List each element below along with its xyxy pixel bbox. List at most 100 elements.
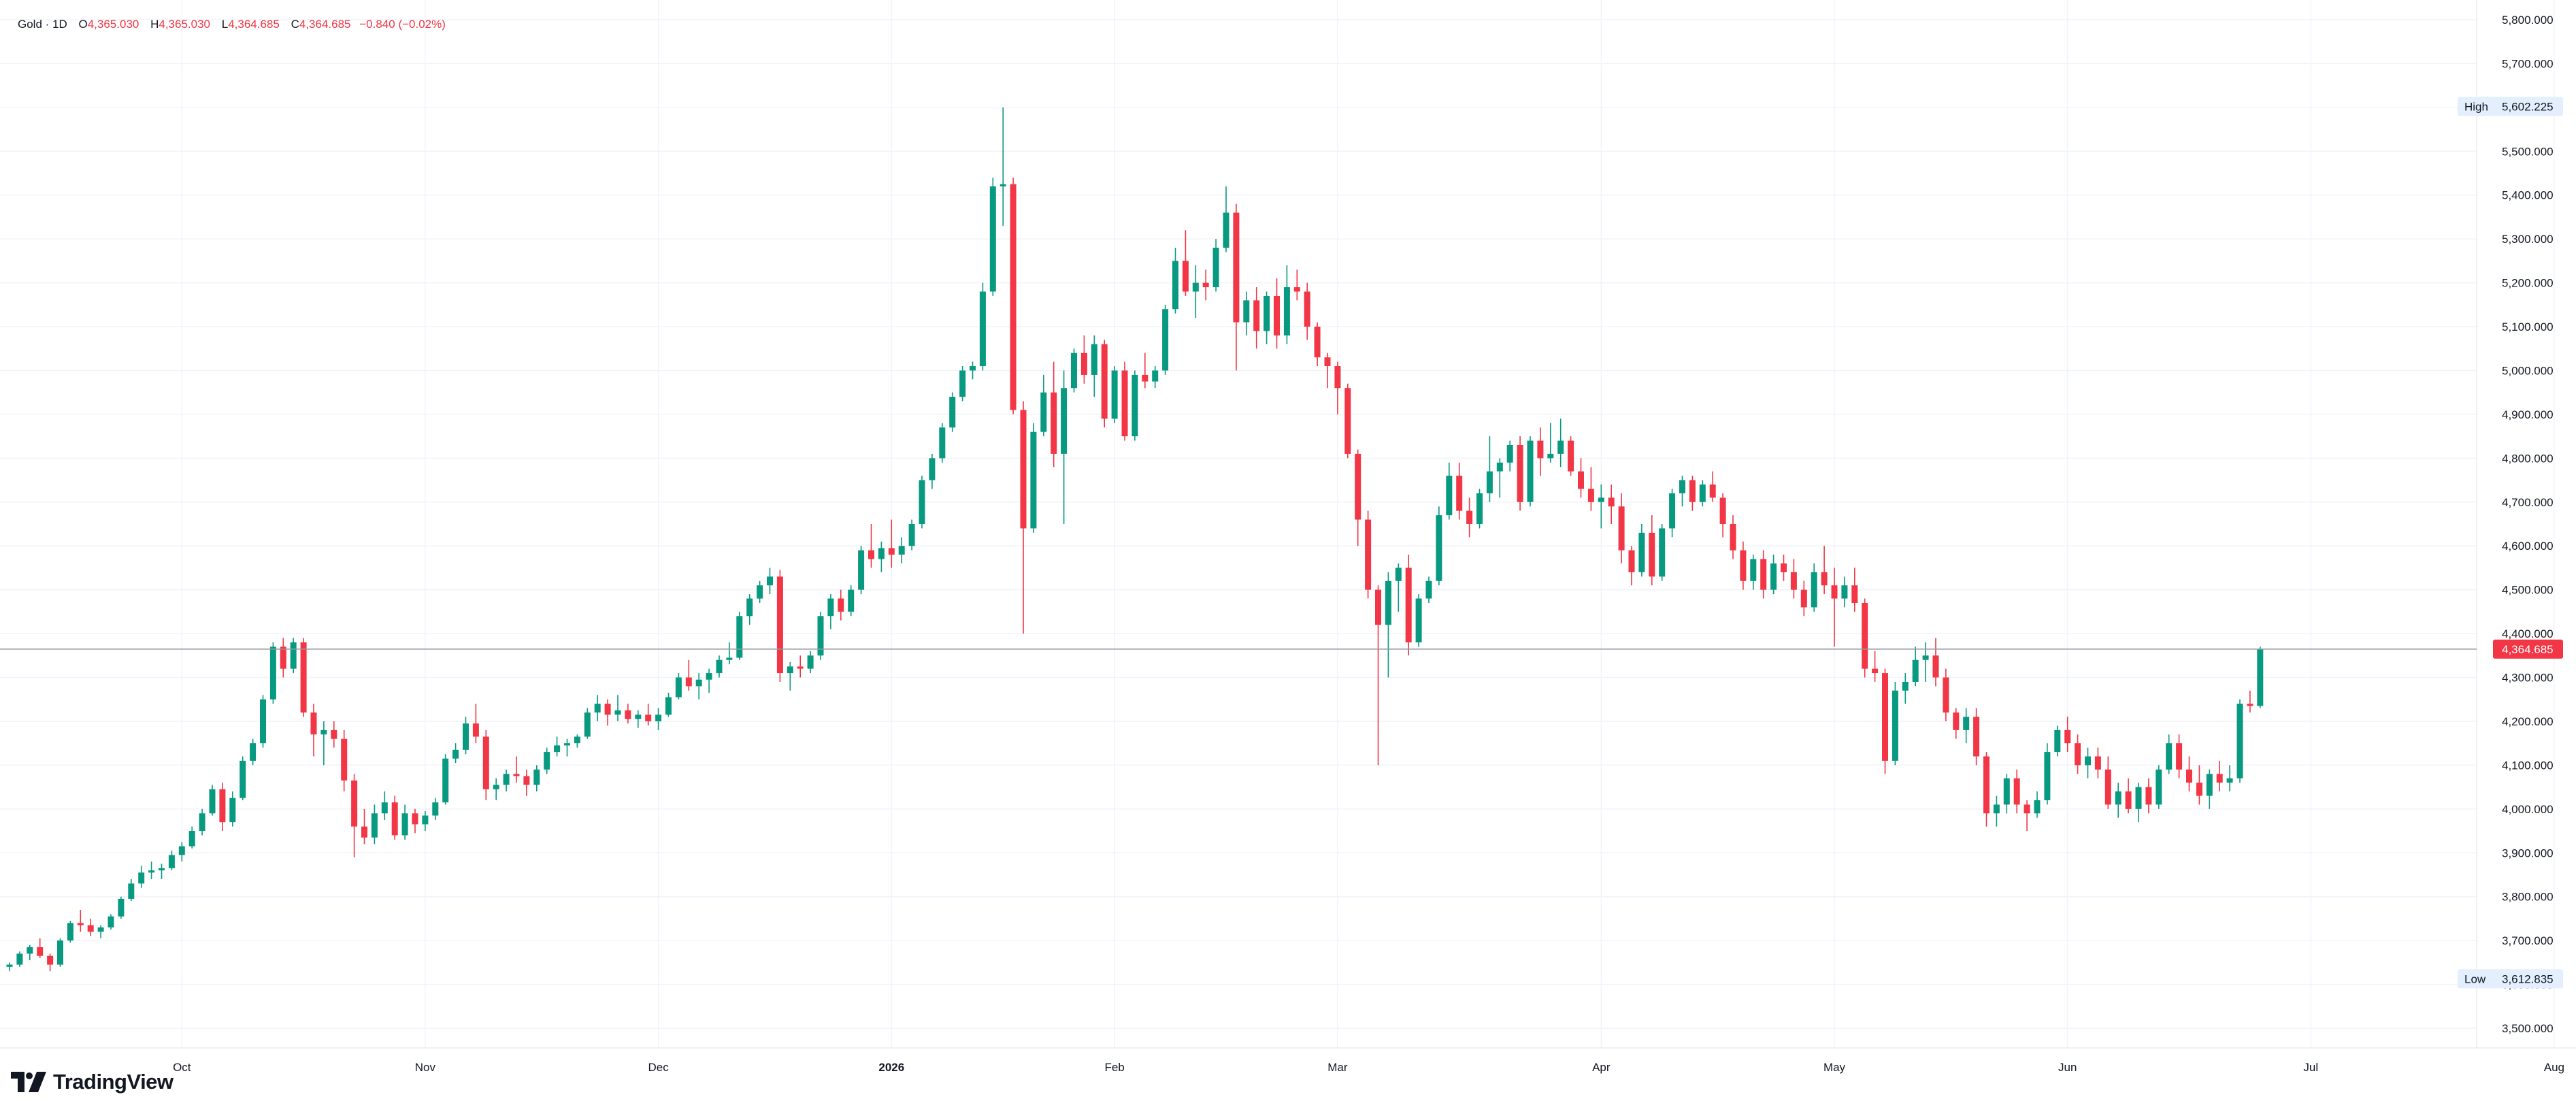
candle-body xyxy=(898,546,905,555)
candle-body xyxy=(16,953,23,965)
candle xyxy=(2034,791,2041,818)
candle-body xyxy=(523,776,530,785)
candle xyxy=(1659,524,1666,581)
candle-body xyxy=(1730,524,1736,551)
candle xyxy=(1862,598,1868,678)
candle xyxy=(1568,436,1574,476)
candle xyxy=(87,918,94,936)
time-tick-label: Apr xyxy=(1592,1061,1611,1074)
candle xyxy=(695,673,702,700)
candle-body xyxy=(1243,300,1250,323)
last-price-label: 4,364.685 xyxy=(2502,643,2554,656)
candle xyxy=(2257,646,2264,708)
candle-body xyxy=(655,715,662,721)
candle xyxy=(1730,515,1736,559)
candle xyxy=(463,717,469,755)
candle xyxy=(2104,756,2111,809)
candle xyxy=(1628,546,1635,586)
candle-body xyxy=(827,598,834,617)
candle xyxy=(1699,480,1706,507)
candle xyxy=(838,589,844,621)
candle xyxy=(848,585,855,617)
time-tick-label: Dec xyxy=(648,1061,669,1074)
candle-body xyxy=(2226,778,2233,783)
candle xyxy=(939,423,946,463)
candle-body xyxy=(280,646,286,669)
candle-body xyxy=(1750,559,1757,581)
candle xyxy=(269,642,276,704)
candle-body xyxy=(2104,769,2111,805)
price-tick-label: 3,700.000 xyxy=(2502,934,2554,947)
candle-body xyxy=(970,366,976,371)
candle-body xyxy=(1679,480,1685,493)
time-tick-label: 2026 xyxy=(878,1061,904,1074)
candle-body xyxy=(1293,287,1300,292)
candle xyxy=(503,769,510,792)
candle-body xyxy=(584,712,591,737)
candle xyxy=(1557,419,1564,467)
candle-body xyxy=(463,723,469,750)
tradingview-logo[interactable]: TradingView xyxy=(11,1067,174,1097)
candle xyxy=(675,673,682,700)
candle-body xyxy=(1436,515,1442,581)
candle xyxy=(2226,765,2233,792)
candle-body xyxy=(716,659,723,674)
candle-body xyxy=(695,679,702,687)
symbol-label[interactable]: Gold · 1D xyxy=(18,18,67,31)
candle-body xyxy=(1953,712,1960,730)
candle xyxy=(320,721,327,766)
candle xyxy=(2044,743,2051,805)
candle-body xyxy=(1425,580,1432,599)
candle xyxy=(776,570,783,682)
candle-body xyxy=(888,548,895,555)
candle-body xyxy=(37,947,44,956)
price-tick-label: 5,200.000 xyxy=(2502,277,2554,290)
candle xyxy=(604,699,611,726)
candle xyxy=(1152,366,1159,389)
candle-body xyxy=(1283,287,1290,335)
candle xyxy=(554,736,561,757)
candle xyxy=(1091,335,1097,397)
candle xyxy=(1264,291,1270,344)
high-marker: High 5,602.225 xyxy=(2458,97,2563,116)
marker-value: 3,612.835 xyxy=(2502,972,2554,985)
candle-body xyxy=(1841,585,1848,599)
price-tick-label: 4,700.000 xyxy=(2502,496,2554,509)
candle-body xyxy=(47,955,54,965)
candle-body xyxy=(1669,493,1676,529)
candle-body xyxy=(1527,440,1534,502)
price-tick-label: 4,100.000 xyxy=(2502,759,2554,772)
candle-body xyxy=(1071,352,1077,389)
candle-body xyxy=(260,699,266,744)
candle xyxy=(1781,555,1787,581)
candle xyxy=(1598,485,1604,529)
candle xyxy=(1314,322,1321,367)
low-value: 4,364.685 xyxy=(228,18,280,31)
candle-body xyxy=(1943,677,1949,713)
candle-body xyxy=(908,524,915,546)
price-tick-label: 4,500.000 xyxy=(2502,584,2554,597)
candle-body xyxy=(361,826,367,838)
candle-body xyxy=(1983,756,1989,814)
marker-badge xyxy=(2458,97,2563,116)
time-tick-label: Feb xyxy=(1104,1061,1124,1074)
price-tick-label: 5,500.000 xyxy=(2502,145,2554,158)
candle xyxy=(280,638,286,678)
candle-body xyxy=(2257,649,2264,706)
candle-body xyxy=(1932,655,1939,678)
candle xyxy=(2094,747,2101,778)
candle-body xyxy=(1020,410,1027,529)
price-tick-label: 5,000.000 xyxy=(2502,364,2554,377)
candle xyxy=(2216,760,2223,792)
candle xyxy=(2085,747,2091,778)
candle xyxy=(1800,580,1807,617)
candle xyxy=(1040,374,1047,437)
candle-body xyxy=(1446,476,1453,516)
candle-body xyxy=(1152,370,1159,382)
time-tick-label: Nov xyxy=(415,1061,436,1074)
candle xyxy=(331,721,337,748)
candle xyxy=(1293,269,1300,301)
candle xyxy=(1608,485,1615,524)
